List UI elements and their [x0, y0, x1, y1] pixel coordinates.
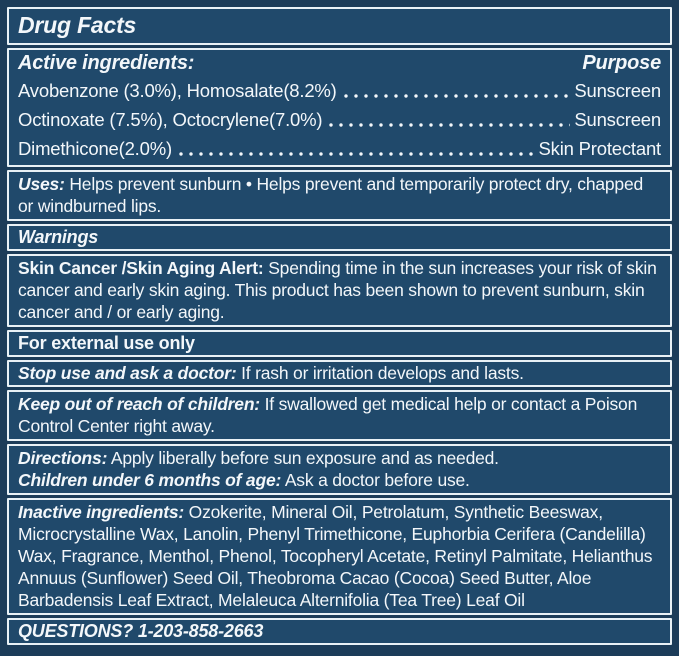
- section-skin-alert: Skin Cancer /Skin Aging Alert: Spending …: [7, 254, 672, 327]
- section-inactive-ingredients: Inactive ingredients: Ozokerite, Mineral…: [7, 498, 672, 615]
- uses-label: Uses:: [18, 174, 65, 194]
- purpose-heading: Purpose: [582, 52, 661, 74]
- section-external-use: For external use only: [7, 330, 672, 357]
- keep-out-paragraph: Keep out of reach of children: If swallo…: [18, 393, 661, 437]
- skin-alert-label: Skin Cancer /Skin Aging Alert:: [18, 258, 264, 278]
- ingredient-name: Dimethicone(2.0%): [18, 138, 172, 159]
- children-label: Children under 6 months of age:: [18, 470, 282, 490]
- uses-paragraph: Uses: Helps prevent sunburn • Helps prev…: [18, 173, 661, 217]
- ingredient-name: Avobenzone (3.0%), Homosalate(8.2%): [18, 80, 337, 101]
- active-ingredients-heading: Active ingredients:: [18, 52, 195, 74]
- questions-line: QUESTIONS? 1-203-858-2663: [18, 621, 661, 641]
- directions-text: Apply liberally before sun exposure and …: [110, 448, 499, 468]
- dotted-leader: [340, 94, 571, 98]
- ingredient-name: Octinoxate (7.5%), Octocrylene(7.0%): [18, 109, 323, 130]
- ingredient-row: Octinoxate (7.5%), Octocrylene(7.0%) Sun…: [18, 105, 661, 134]
- keep-out-label: Keep out of reach of children:: [18, 394, 260, 414]
- ingredient-purpose: Skin Protectant: [538, 138, 662, 159]
- questions-label: QUESTIONS?: [18, 621, 134, 641]
- external-use-heading: For external use only: [18, 333, 195, 353]
- dotted-leader: [326, 123, 571, 127]
- skin-alert-text: Spending time in the sun increases your …: [18, 258, 657, 322]
- section-questions: QUESTIONS? 1-203-858-2663: [7, 618, 672, 645]
- warnings-heading: Warnings: [18, 227, 99, 247]
- inactive-text: Ozokerite, Mineral Oil, Petrolatum, Synt…: [18, 502, 653, 610]
- section-uses: Uses: Helps prevent sunburn • Helps prev…: [7, 170, 672, 221]
- section-directions: Directions: Apply liberally before sun e…: [7, 444, 672, 495]
- directions-paragraph: Directions: Apply liberally before sun e…: [18, 447, 661, 469]
- page-title: Drug Facts: [18, 12, 137, 38]
- ingredient-purpose: Sunscreen: [574, 109, 661, 130]
- section-stop-use: Stop use and ask a doctor: If rash or ir…: [7, 360, 672, 387]
- inactive-paragraph: Inactive ingredients: Ozokerite, Mineral…: [18, 501, 661, 611]
- stop-use-text: If rash or irritation develops and lasts…: [241, 363, 524, 383]
- uses-text: Helps prevent sunburn • Helps prevent an…: [18, 174, 644, 216]
- ingredient-row: Avobenzone (3.0%), Homosalate(8.2%) Suns…: [18, 76, 661, 105]
- section-active-ingredients: Active ingredients: Purpose Avobenzone (…: [7, 48, 672, 167]
- ingredient-row: Dimethicone(2.0%) Skin Protectant: [18, 134, 661, 163]
- section-title: Drug Facts: [7, 7, 672, 45]
- section-keep-out-of-reach: Keep out of reach of children: If swallo…: [7, 390, 672, 441]
- ingredient-purpose: Sunscreen: [574, 80, 661, 101]
- children-text: Ask a doctor before use.: [284, 470, 470, 490]
- keep-out-text: If swallowed get medical help or contact…: [18, 394, 638, 436]
- skin-alert-paragraph: Skin Cancer /Skin Aging Alert: Spending …: [18, 257, 661, 323]
- children-paragraph: Children under 6 months of age: Ask a do…: [18, 469, 661, 491]
- questions-phone: 1-203-858-2663: [137, 621, 264, 641]
- dotted-leader: [175, 152, 535, 156]
- stop-use-label: Stop use and ask a doctor:: [18, 363, 237, 383]
- inactive-label: Inactive ingredients:: [18, 502, 184, 522]
- directions-label: Directions:: [18, 448, 108, 468]
- section-warnings: Warnings: [7, 224, 672, 251]
- stop-use-paragraph: Stop use and ask a doctor: If rash or ir…: [18, 363, 661, 383]
- active-ingredients-header: Active ingredients: Purpose: [18, 51, 661, 76]
